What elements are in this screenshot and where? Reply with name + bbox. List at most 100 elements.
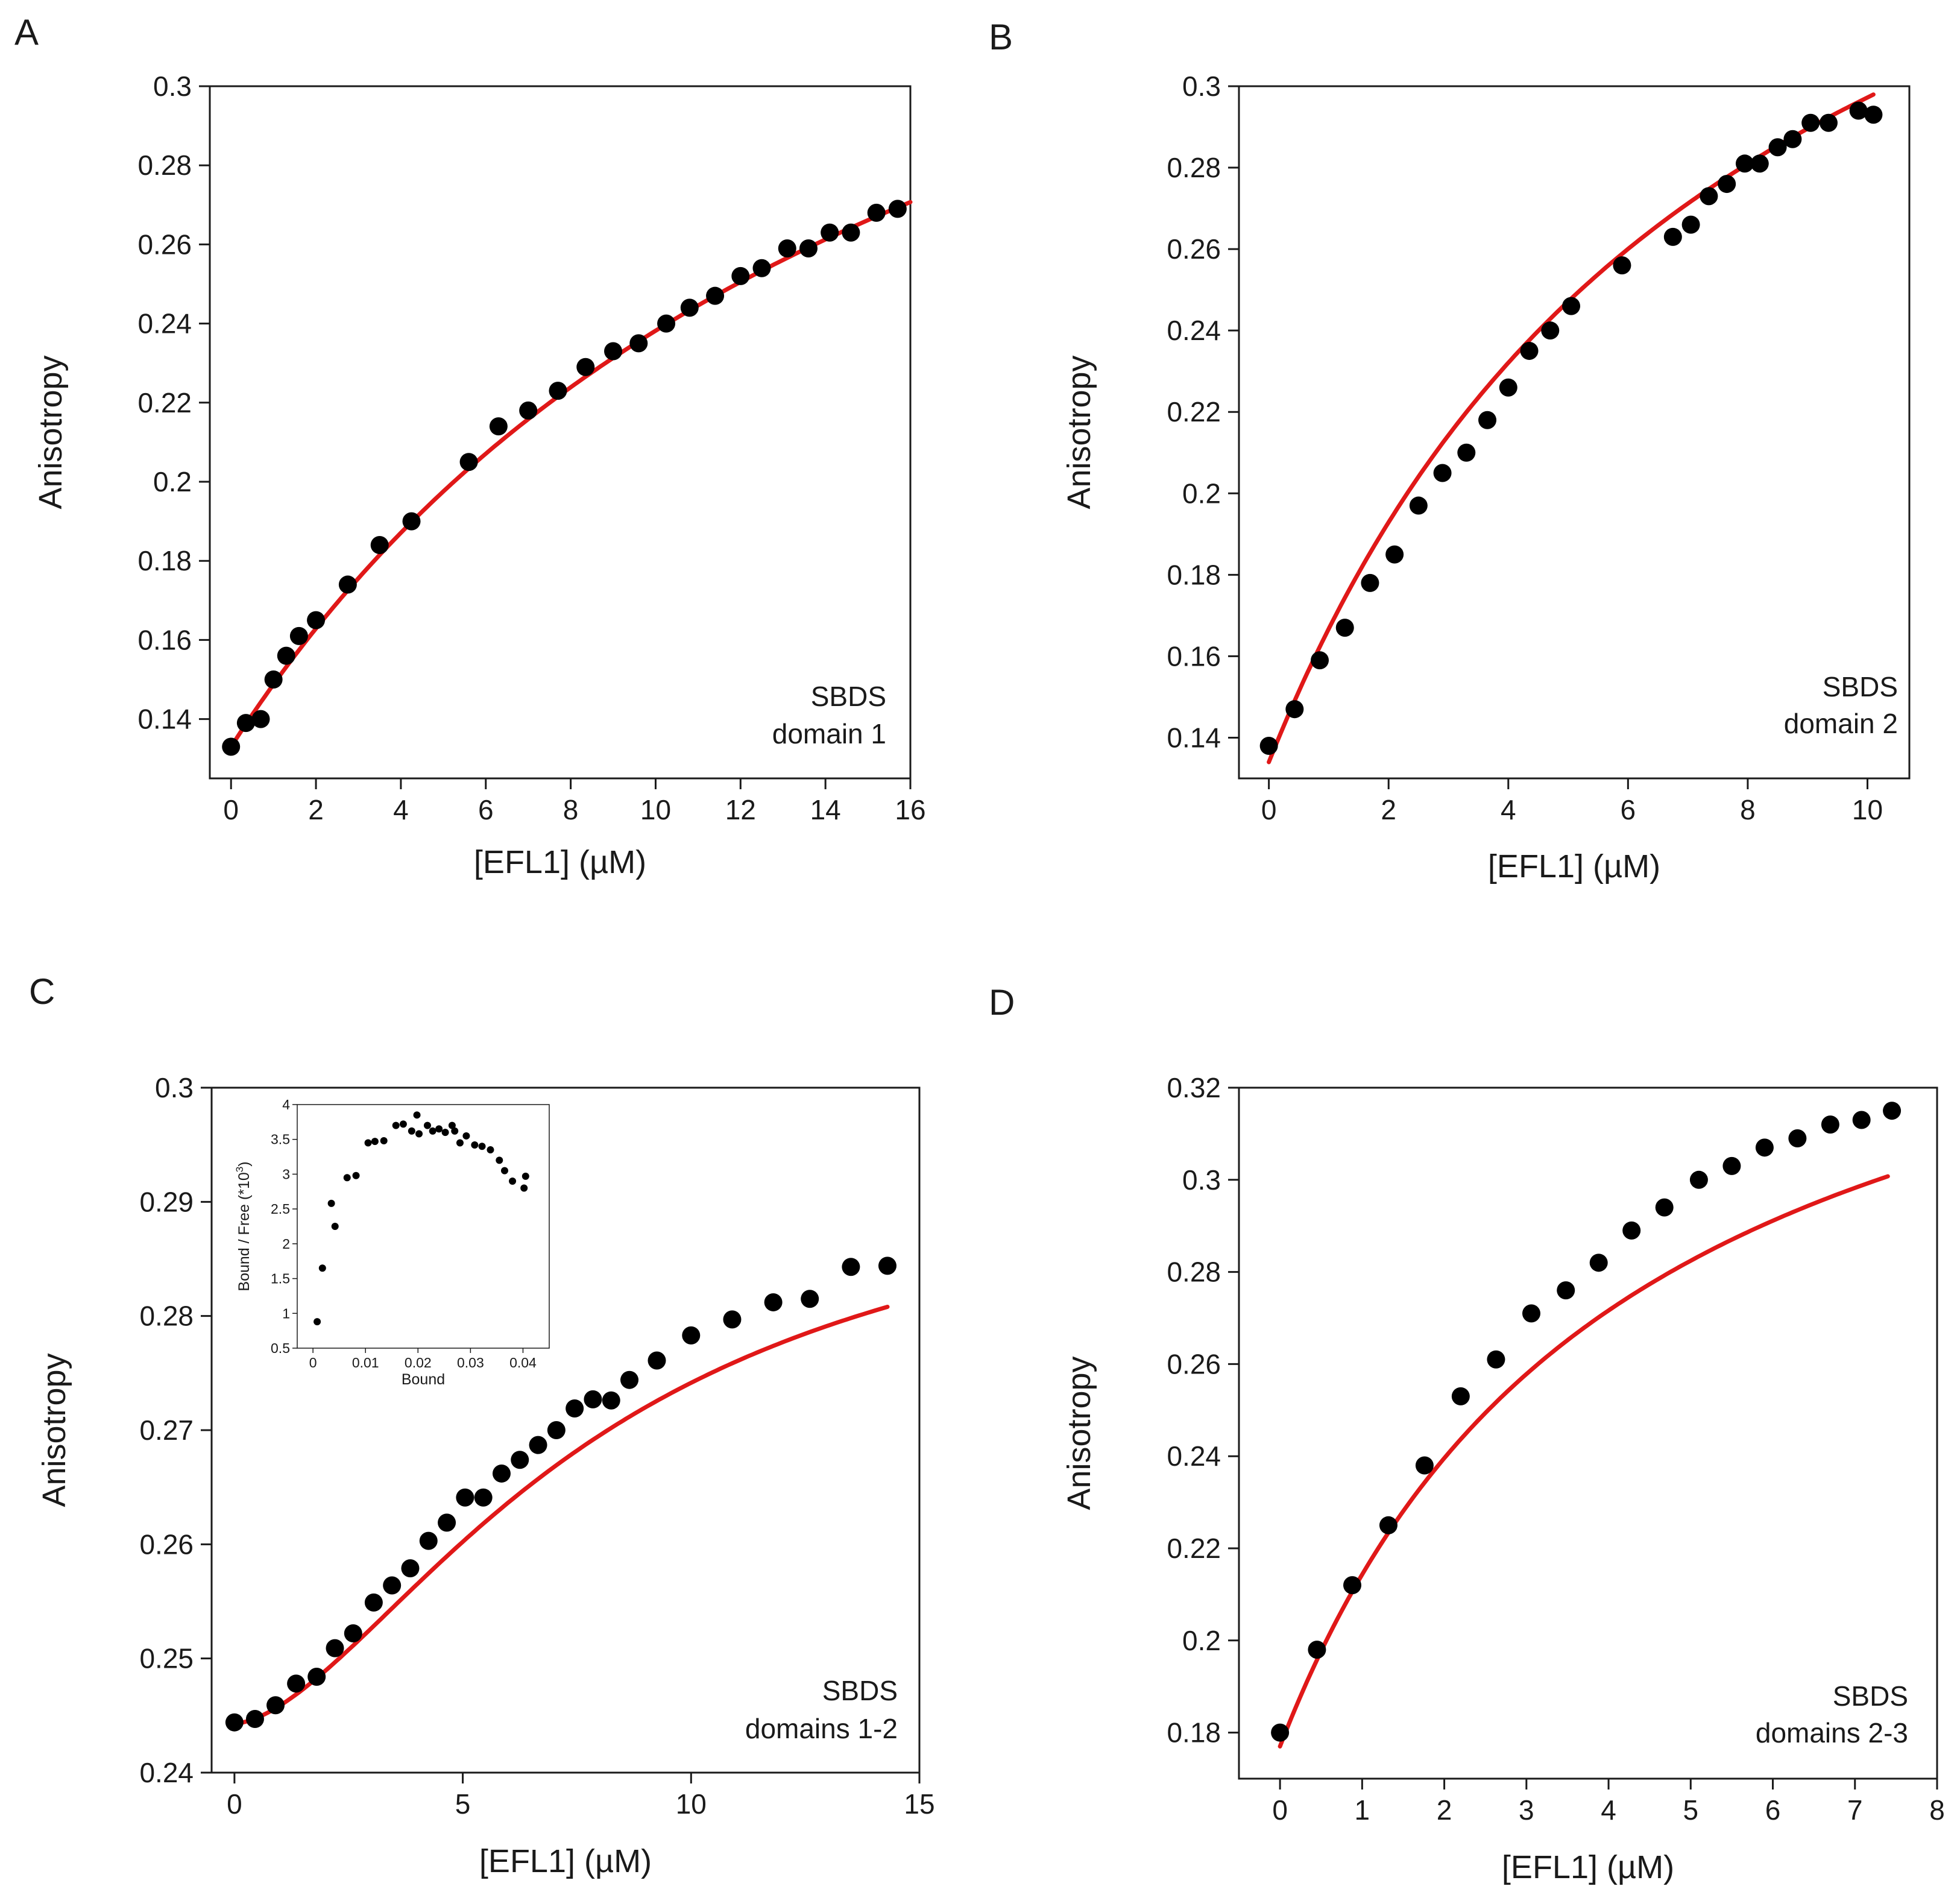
data-point <box>1415 1456 1434 1475</box>
data-point <box>489 417 508 436</box>
x-tick-label: 16 <box>895 794 925 825</box>
data-point <box>1735 154 1754 173</box>
data-point <box>438 1513 456 1532</box>
construct-annotation: SBDS <box>1833 1680 1908 1712</box>
y-tick-label: 0.3 <box>1182 1164 1221 1196</box>
y-tick-label: 0.24 <box>137 308 192 339</box>
inset-data-point <box>435 1125 443 1133</box>
data-point <box>1589 1253 1608 1272</box>
y-tick-label: 0.16 <box>137 624 192 655</box>
data-point <box>1821 1115 1839 1134</box>
data-point <box>867 203 886 222</box>
data-point <box>1557 1281 1575 1300</box>
data-point <box>289 626 308 645</box>
inset-x-axis-label: Bound <box>402 1371 445 1388</box>
inset-y-tick-label: 2 <box>282 1236 290 1252</box>
data-point <box>307 611 326 629</box>
data-point <box>1655 1198 1674 1217</box>
construct-annotation: SBDS <box>822 1675 898 1706</box>
inset-data-point <box>380 1137 388 1145</box>
inset-scatchard-plot: 0 0.01 0.02 0.03 0.04 0.5 1 1.5 2 2.5 3 3.5 4 Bound Bo… <box>234 1097 550 1388</box>
data-point <box>402 512 421 531</box>
inset-data-point <box>471 1141 479 1149</box>
y-tick-label: 0.26 <box>137 229 192 260</box>
data-point <box>821 223 839 242</box>
y-tick-label: 0.18 <box>1167 1717 1221 1749</box>
y-tick-label: 0.27 <box>139 1414 194 1446</box>
inset-y-tick-label: 4 <box>282 1097 290 1112</box>
data-point <box>680 298 699 317</box>
plot-frame <box>1238 85 1911 780</box>
inset-x-tick-label: 0.02 <box>405 1355 432 1370</box>
y-tick-label: 0.18 <box>137 545 192 576</box>
data-point <box>459 453 478 471</box>
data-point <box>549 382 567 400</box>
x-tick-label: 2 <box>308 794 324 825</box>
data-point <box>547 1421 566 1439</box>
data-point <box>277 646 295 665</box>
data-point <box>1613 256 1631 275</box>
inset-data-point <box>399 1120 407 1128</box>
x-tick-label: 6 <box>1765 1794 1781 1826</box>
data-point <box>1783 130 1802 148</box>
data-point <box>706 286 725 305</box>
construct-annotation: SBDS <box>811 681 886 712</box>
x-tick-label: 0 <box>223 794 239 825</box>
inset-data-point <box>522 1172 529 1180</box>
y-tick-label: 0.22 <box>1167 396 1221 427</box>
inset-y-tick-label: 2.5 <box>271 1201 290 1217</box>
data-point <box>529 1436 547 1454</box>
y-tick-label: 0.14 <box>1167 722 1221 753</box>
inset-data-point <box>487 1146 494 1154</box>
data-point <box>778 239 796 257</box>
data-point <box>1271 1723 1290 1742</box>
inset-y-tick-label: 3.5 <box>271 1132 290 1147</box>
data-point <box>1849 101 1868 120</box>
y-tick-label: 0.18 <box>1167 559 1221 590</box>
inset-data-point <box>314 1318 321 1326</box>
inset-data-point <box>448 1121 456 1129</box>
data-point <box>842 223 860 242</box>
data-point <box>264 670 283 689</box>
data-point <box>1788 1129 1807 1148</box>
data-point <box>1819 113 1838 132</box>
y-tick-label: 0.2 <box>1182 478 1221 509</box>
inset-data-point <box>343 1174 351 1182</box>
inset-y-axis-label: Bound / Free (*103) <box>234 1161 253 1291</box>
data-point <box>225 1713 244 1732</box>
x-tick-label: 3 <box>1519 1794 1534 1826</box>
y-axis-label: Anisotropy <box>1061 1356 1097 1510</box>
inset-data-point <box>451 1127 459 1135</box>
data-point <box>1379 1516 1398 1534</box>
data-point <box>1451 1387 1470 1405</box>
data-point <box>629 334 648 353</box>
data-point <box>419 1531 438 1550</box>
data-point <box>1681 215 1700 234</box>
y-tick-label: 0.3 <box>155 1072 194 1103</box>
x-tick-label: 15 <box>904 1788 934 1820</box>
data-point <box>266 1696 285 1715</box>
y-tick-label: 0.2 <box>153 466 192 497</box>
panel-b: B 0 2 4 6 8 10 0.14 0.16 0.18 0.2 0.22 0.24 0.26 0.28 0… <box>989 17 1911 885</box>
data-point <box>519 401 538 420</box>
data-point <box>566 1399 584 1418</box>
x-axis-label: [EFL1] (µM) <box>1502 1849 1674 1885</box>
data-point <box>287 1674 306 1693</box>
data-point <box>338 575 357 594</box>
y-tick-label: 0.28 <box>1167 1257 1221 1288</box>
x-tick-label: 10 <box>1852 794 1883 825</box>
x-tick-label: 4 <box>1601 1794 1616 1826</box>
panel-a: A 0 2 4 6 8 10 12 14 16 0.14 0.16 0.18 0.2 0.22 0.24 0.2… <box>14 12 926 880</box>
inset-y-axis-label-main: Bound / Free (*10 <box>236 1172 253 1291</box>
y-axis-label: Anisotropy <box>1061 355 1097 509</box>
data-point <box>842 1258 860 1276</box>
panel-letter: B <box>989 17 1013 57</box>
inset-data-point <box>371 1138 379 1146</box>
x-tick-label: 5 <box>455 1788 471 1820</box>
y-tick-label: 0.28 <box>139 1301 194 1332</box>
x-tick-label: 10 <box>640 794 671 825</box>
panel-c: C0 5 10 150.240.250.260.270.280.290.3[EFL1]… <box>29 971 935 1879</box>
data-point <box>1361 573 1379 592</box>
data-point <box>1478 411 1497 429</box>
